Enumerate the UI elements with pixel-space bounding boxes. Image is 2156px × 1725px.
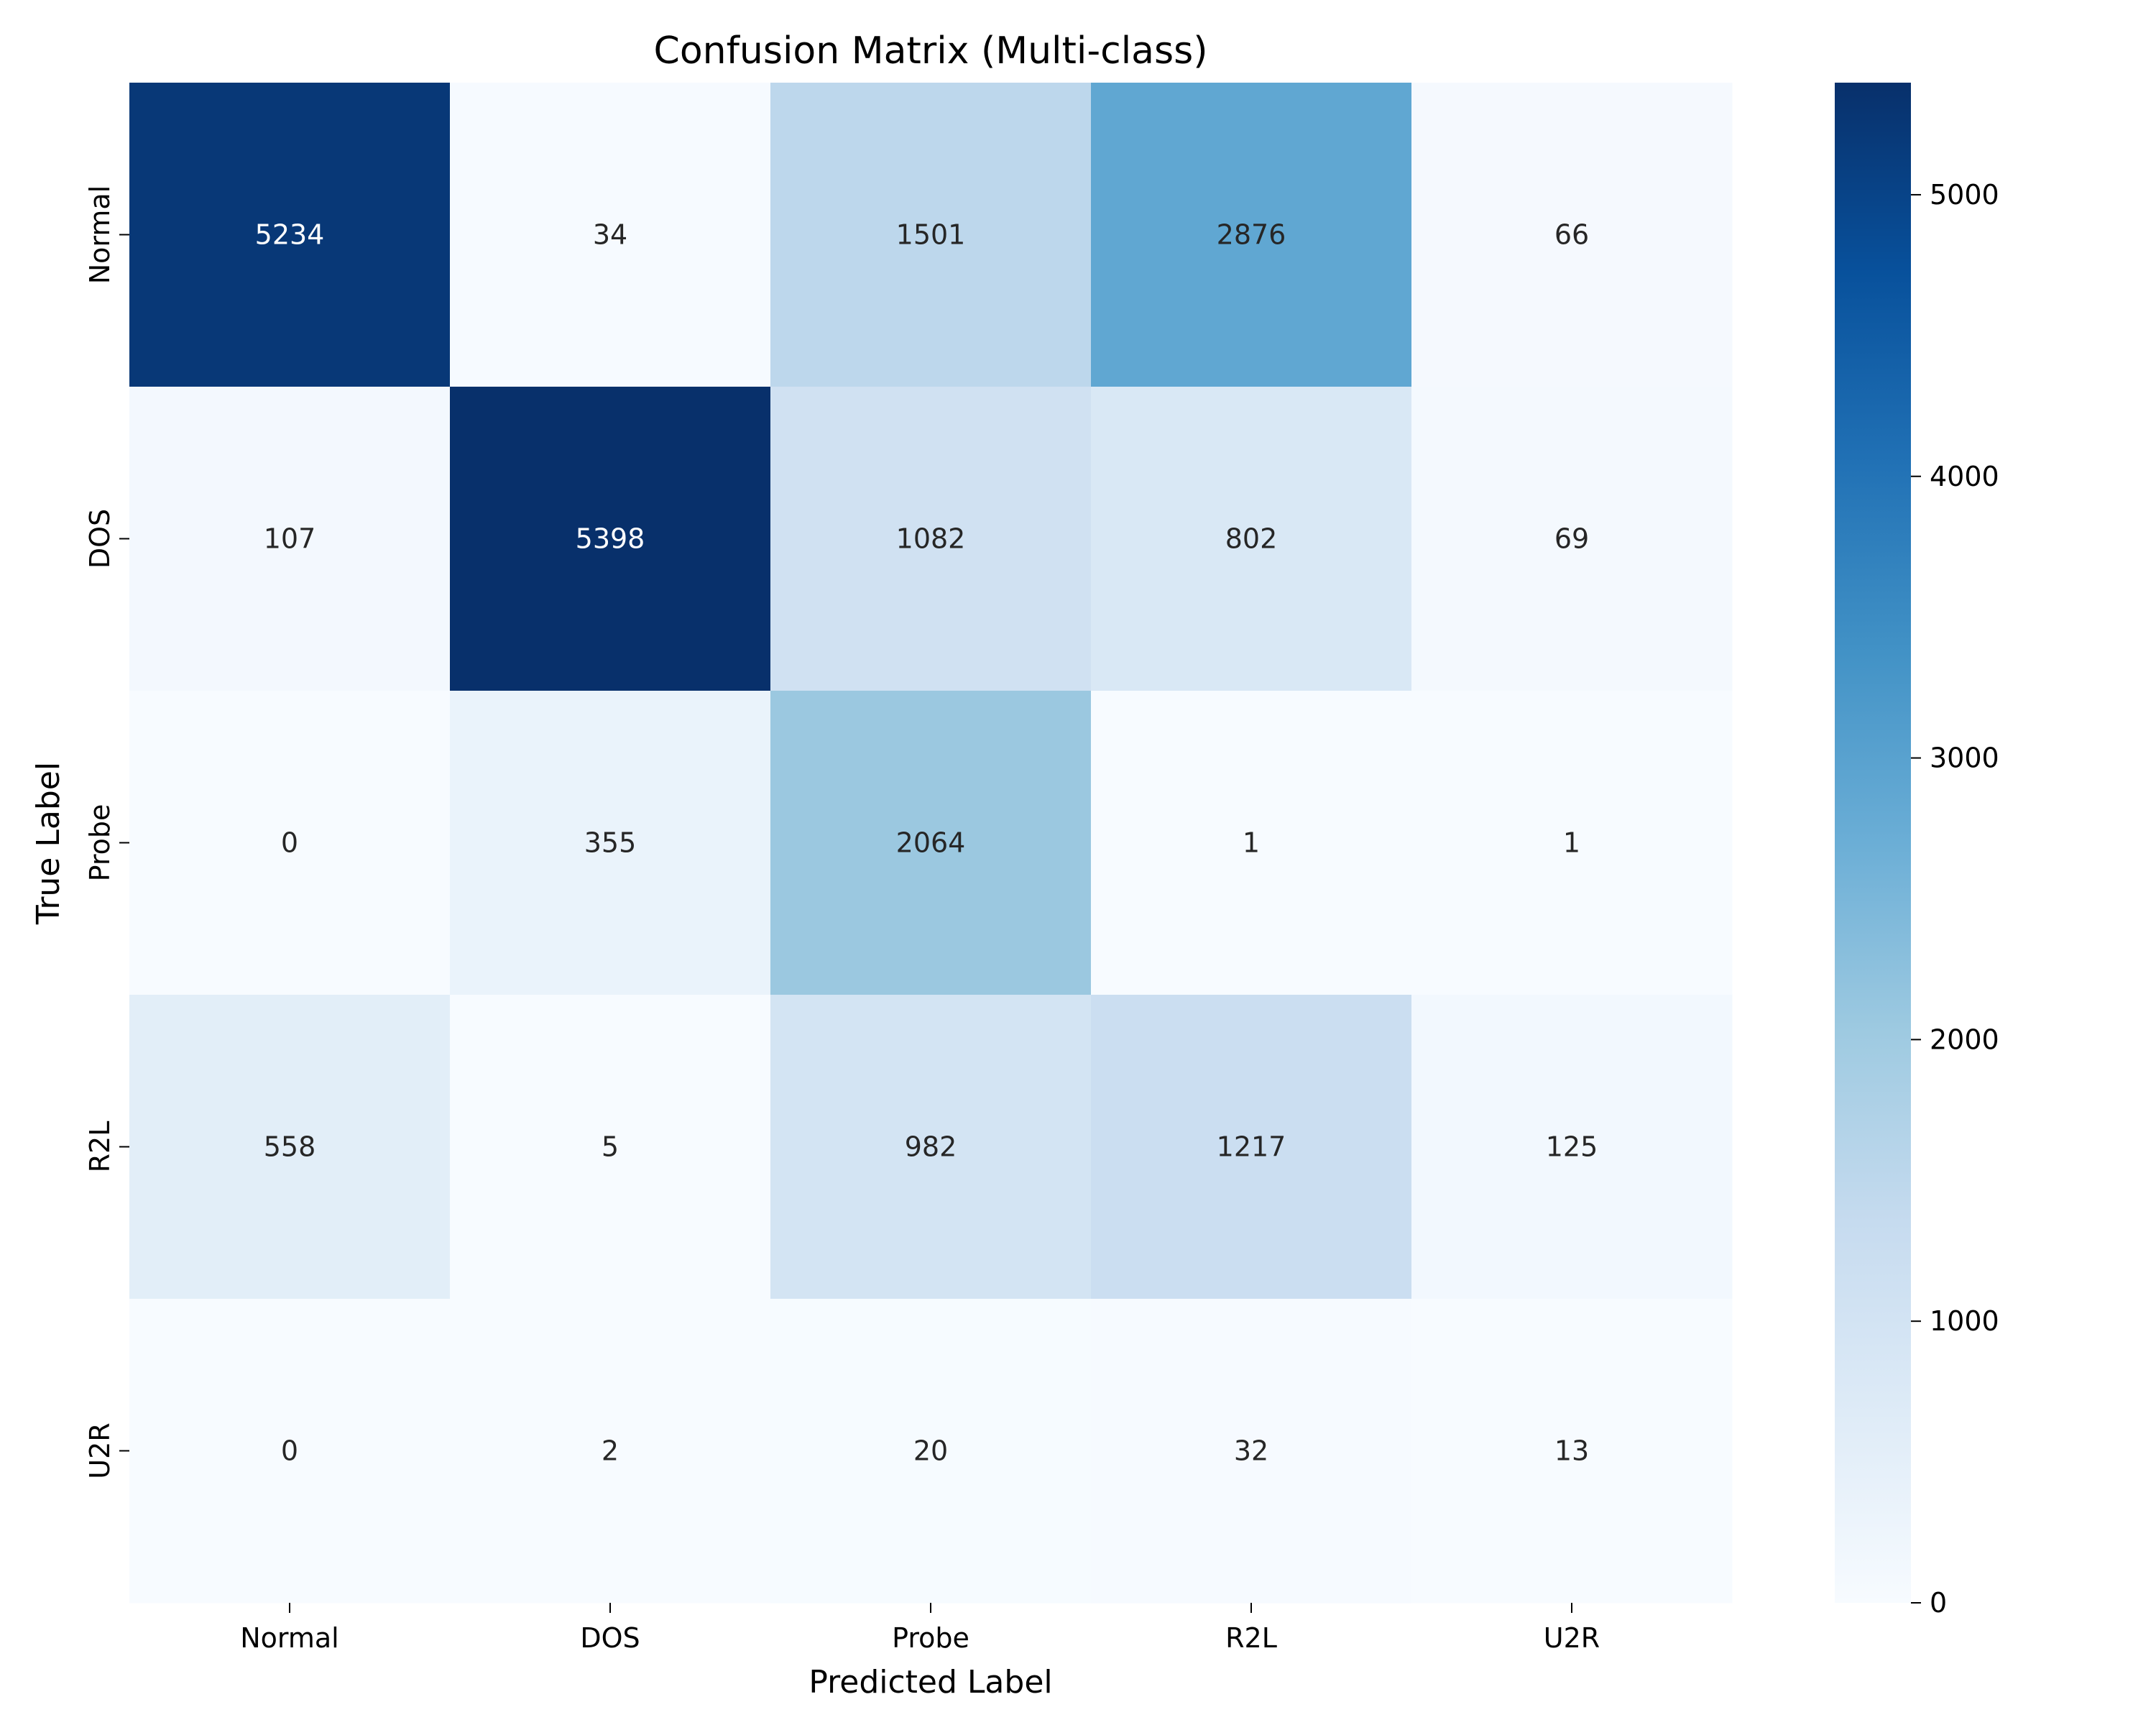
- colorbar-tick-label: 5000: [1930, 179, 1999, 211]
- colorbar: [1835, 83, 1911, 1603]
- y-axis-label: True Label: [30, 762, 67, 925]
- y-axis: Normal DOS Probe R2L U2R: [84, 185, 129, 1479]
- heatmap-cell: [129, 691, 451, 995]
- heatmap-cell: [450, 83, 771, 387]
- cell-value-label: 2064: [896, 827, 966, 859]
- colorbar-tick-label: 0: [1930, 1587, 1947, 1619]
- x-axis: Normal DOS Probe R2L U2R: [240, 1603, 1600, 1654]
- heatmap-cell: [770, 995, 1092, 1300]
- cell-value-label: 1: [1563, 827, 1580, 859]
- colorbar-tick-label: 2000: [1930, 1024, 1999, 1055]
- cell-value-label: 5398: [576, 523, 645, 555]
- cell-value-label: 0: [281, 827, 298, 859]
- x-axis-label: Predicted Label: [808, 1664, 1052, 1701]
- heatmap-cell: [450, 995, 771, 1300]
- heatmap-cell: [1411, 691, 1733, 995]
- cell-value-label: 982: [905, 1131, 957, 1163]
- heatmap-cell: [450, 387, 771, 691]
- cell-value-label: 355: [584, 827, 637, 859]
- cell-value-label: 69: [1554, 523, 1589, 555]
- cell-value-label: 34: [593, 219, 627, 251]
- heatmap-cell: [770, 83, 1092, 387]
- heatmap-cell: [1091, 995, 1412, 1300]
- y-tick-label: Probe: [84, 804, 116, 882]
- heatmap-cell: [1091, 387, 1412, 691]
- cell-value-label: 802: [1225, 523, 1278, 555]
- cell-value-label: 66: [1554, 219, 1589, 251]
- cell-value-label: 558: [264, 1131, 316, 1163]
- cell-value-label: 125: [1546, 1131, 1598, 1163]
- y-tick-label: R2L: [84, 1121, 116, 1173]
- heatmap-cell: [129, 995, 451, 1300]
- heatmap-cell: [770, 387, 1092, 691]
- heatmap-cell: [770, 691, 1092, 995]
- y-tick-label: U2R: [84, 1422, 116, 1478]
- x-tick-label: R2L: [1225, 1622, 1277, 1654]
- cell-value-label: 20: [913, 1435, 948, 1467]
- cell-value-label: 5234: [255, 219, 325, 251]
- cell-value-label: 107: [264, 523, 316, 555]
- cell-value-label: 13: [1554, 1435, 1589, 1467]
- heatmap-cell: [770, 1299, 1092, 1604]
- x-tick-label: Probe: [892, 1622, 969, 1654]
- heatmap-cell: [450, 691, 771, 995]
- heatmap-cell: [129, 387, 451, 691]
- colorbar-tick-label: 3000: [1930, 742, 1999, 774]
- x-tick-label: Normal: [240, 1622, 339, 1654]
- heatmap-cell: [1091, 83, 1412, 387]
- heatmap-cell: [1411, 995, 1733, 1300]
- heatmap-cell: [1411, 1299, 1733, 1604]
- cell-value-label: 0: [281, 1435, 298, 1467]
- colorbar-tick-label: 1000: [1930, 1305, 1999, 1337]
- cell-value-label: 2876: [1217, 219, 1286, 251]
- heatmap-cell: [1091, 1299, 1412, 1604]
- heatmap-cell: [1411, 387, 1733, 691]
- y-tick-label: Normal: [84, 185, 116, 285]
- cell-value-label: 1: [1243, 827, 1260, 859]
- x-tick-label: DOS: [580, 1622, 640, 1654]
- cell-value-label: 32: [1234, 1435, 1268, 1467]
- colorbar-tick-label: 4000: [1930, 461, 1999, 492]
- heatmap-cell: [450, 1299, 771, 1604]
- heatmap-cell: [129, 83, 451, 387]
- cell-value-label: 1082: [896, 523, 966, 555]
- heatmap-cell: [1411, 83, 1733, 387]
- heatmap-cell: [129, 1299, 451, 1604]
- cell-value-label: 2: [602, 1435, 619, 1467]
- colorbar-axis: 0 1000 2000 3000 4000 5000: [1911, 179, 1999, 1619]
- cell-value-label: 1501: [896, 219, 966, 251]
- cell-value-label: 1217: [1217, 1131, 1286, 1163]
- x-tick-label: U2R: [1544, 1622, 1600, 1654]
- heatmap-cell: [1091, 691, 1412, 995]
- chart-title: Confusion Matrix (Multi-class): [654, 29, 1208, 73]
- cell-value-label: 5: [602, 1131, 619, 1163]
- y-tick-label: DOS: [84, 509, 116, 569]
